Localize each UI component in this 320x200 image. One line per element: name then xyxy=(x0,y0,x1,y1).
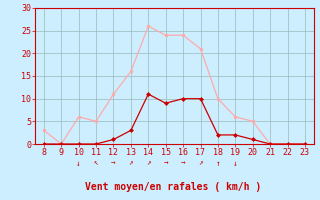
Text: ↗: ↗ xyxy=(129,158,133,168)
Text: ↗: ↗ xyxy=(198,158,203,168)
Text: ↖: ↖ xyxy=(94,158,99,168)
Text: →: → xyxy=(111,158,116,168)
Text: →: → xyxy=(164,158,168,168)
Text: ↓: ↓ xyxy=(76,158,81,168)
Text: →: → xyxy=(181,158,185,168)
Text: ↗: ↗ xyxy=(146,158,151,168)
Text: Vent moyen/en rafales ( km/h ): Vent moyen/en rafales ( km/h ) xyxy=(85,182,261,192)
Text: ↓: ↓ xyxy=(233,158,238,168)
Text: ↑: ↑ xyxy=(216,158,220,168)
